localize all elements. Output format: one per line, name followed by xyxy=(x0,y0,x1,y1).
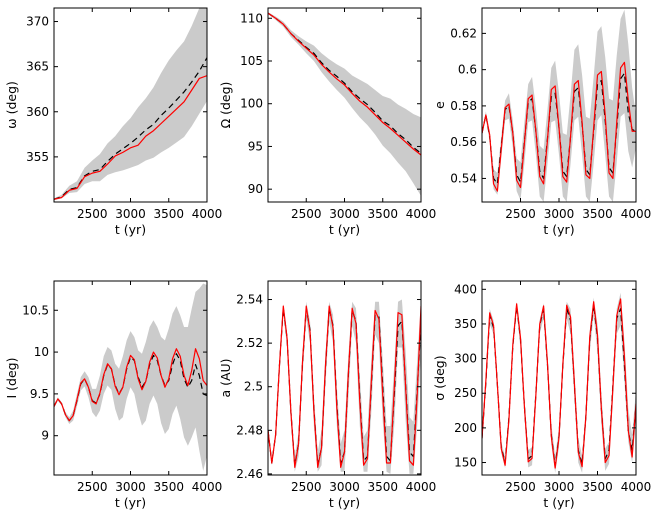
y-tick-label: 95 xyxy=(248,139,263,153)
y-tick-label: 0.56 xyxy=(450,135,477,149)
x-tick-label: 3500 xyxy=(582,480,613,494)
panel-Omega: 2500 3000 3500 4000 90 95 100 105 110 t (yr) Ω (de… xyxy=(218,7,437,237)
y-tick-label: 2.48 xyxy=(236,423,263,437)
spread-band xyxy=(54,283,207,471)
x-tick-label: 3000 xyxy=(544,480,575,494)
x-tick-label: 2500 xyxy=(291,480,322,494)
y-tick-label: 400 xyxy=(454,282,477,296)
y-tick-label: 2.46 xyxy=(236,467,263,481)
plot-area-I xyxy=(54,283,207,471)
x-tick-label: 2500 xyxy=(77,207,108,221)
x-tick-label: 2500 xyxy=(291,207,322,221)
x-tick-label: 4000 xyxy=(621,480,652,494)
nominal-line xyxy=(268,305,421,468)
y-tick-label: 360 xyxy=(26,105,49,119)
x-tick-label: 3000 xyxy=(329,480,360,494)
y-tick-label: 350 xyxy=(454,317,477,331)
x-tick-label: 3000 xyxy=(329,207,360,221)
mean-line xyxy=(54,353,207,422)
nominal-line xyxy=(268,12,421,156)
nominal-line xyxy=(482,298,636,469)
y-tick-label: 100 xyxy=(240,97,263,111)
y-tick-label: 9.5 xyxy=(30,387,49,401)
spread-band xyxy=(482,9,636,202)
y-axis-label: I (deg) xyxy=(4,358,19,399)
x-axis-label: t (yr) xyxy=(115,495,146,510)
x-tick-label: 3000 xyxy=(115,480,146,494)
y-tick-label: 10 xyxy=(34,345,49,359)
y-tick-label: 110 xyxy=(240,11,263,25)
y-tick-label: 0.62 xyxy=(450,26,477,40)
y-tick-label: 370 xyxy=(26,15,49,29)
x-axis-label: t (yr) xyxy=(115,222,146,237)
y-tick-label: 0.6 xyxy=(458,63,477,77)
x-axis-label: t (yr) xyxy=(329,495,360,510)
y-axis-label: σ (deg) xyxy=(432,355,447,400)
x-tick-label: 3500 xyxy=(153,207,184,221)
x-tick-label: 4000 xyxy=(192,207,223,221)
y-tick-label: 150 xyxy=(454,456,477,470)
panel-e: 2500 3000 3500 4000 0.54 0.56 0.58 0.6 0.62 t (yr… xyxy=(432,7,652,237)
y-tick-label: 250 xyxy=(454,386,477,400)
plot-area-a xyxy=(268,299,421,474)
nominal-line xyxy=(482,61,636,192)
x-tick-label: 2500 xyxy=(77,480,108,494)
x-tick-label: 4000 xyxy=(406,480,437,494)
panel-omega: 2500 3000 3500 4000 355 360 365 370 t (yr) ω (deg… xyxy=(4,7,223,237)
x-tick-label: 4000 xyxy=(621,207,652,221)
y-tick-label: 90 xyxy=(248,182,263,196)
y-tick-label: 9 xyxy=(41,429,49,443)
x-axis-label: t (yr) xyxy=(329,222,360,237)
y-tick-label: 300 xyxy=(454,352,477,366)
y-tick-label: 2.54 xyxy=(236,293,263,307)
x-tick-label: 2500 xyxy=(505,480,536,494)
y-tick-label: 10.5 xyxy=(22,303,49,317)
plot-area-omega xyxy=(54,8,207,201)
y-tick-label: 0.54 xyxy=(450,171,477,185)
y-tick-label: 365 xyxy=(26,60,49,74)
panel-a: 2500 3000 3500 4000 2.46 2.48 2.5 2.52 2.54 t (yr… xyxy=(218,280,437,510)
nominal-line xyxy=(54,75,207,200)
spread-band xyxy=(54,8,207,201)
x-tick-label: 4000 xyxy=(192,480,223,494)
plot-area-Omega xyxy=(268,12,421,197)
y-tick-label: 105 xyxy=(240,54,263,68)
panel-I: 2500 3000 3500 4000 9 9.5 10 10.5 t (yr) I (deg) xyxy=(4,280,223,510)
y-axis-label: a (AU) xyxy=(218,358,233,397)
y-tick-label: 0.58 xyxy=(450,99,477,113)
spread-band xyxy=(268,12,421,197)
panel-sigma: 2500 3000 3500 4000 150 200 250 300 350 400 t (yr)… xyxy=(432,280,652,510)
x-axis-label: t (yr) xyxy=(543,495,574,510)
x-tick-label: 4000 xyxy=(406,207,437,221)
y-tick-label: 355 xyxy=(26,150,49,164)
x-tick-label: 3000 xyxy=(544,207,575,221)
y-tick-label: 2.5 xyxy=(244,380,263,394)
x-tick-label: 3500 xyxy=(367,480,398,494)
x-axis-label: t (yr) xyxy=(543,222,574,237)
plot-area-e xyxy=(482,9,636,202)
y-axis-label: ω (deg) xyxy=(4,81,19,129)
x-tick-label: 3000 xyxy=(115,207,146,221)
x-tick-label: 3500 xyxy=(582,207,613,221)
y-axis-label: e xyxy=(432,101,447,109)
y-tick-label: 2.52 xyxy=(236,336,263,350)
spread-band xyxy=(268,299,421,474)
plot-area-sigma xyxy=(482,292,636,473)
y-tick-label: 200 xyxy=(454,421,477,435)
y-axis-label: Ω (deg) xyxy=(218,82,233,129)
x-tick-label: 3500 xyxy=(153,480,184,494)
x-tick-label: 2500 xyxy=(505,207,536,221)
x-tick-label: 3500 xyxy=(367,207,398,221)
nominal-line xyxy=(54,348,207,422)
